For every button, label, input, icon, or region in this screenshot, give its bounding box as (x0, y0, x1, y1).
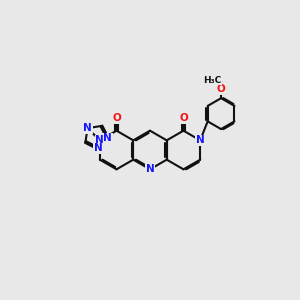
Text: O: O (179, 113, 188, 123)
Text: O: O (112, 113, 121, 123)
Text: N: N (146, 164, 154, 174)
Text: N: N (95, 135, 104, 145)
Text: N: N (103, 134, 112, 143)
Text: N: N (83, 123, 92, 133)
Text: N: N (196, 135, 205, 145)
Text: O: O (217, 84, 225, 94)
Text: H₃C: H₃C (203, 76, 221, 85)
Text: N: N (94, 143, 102, 153)
